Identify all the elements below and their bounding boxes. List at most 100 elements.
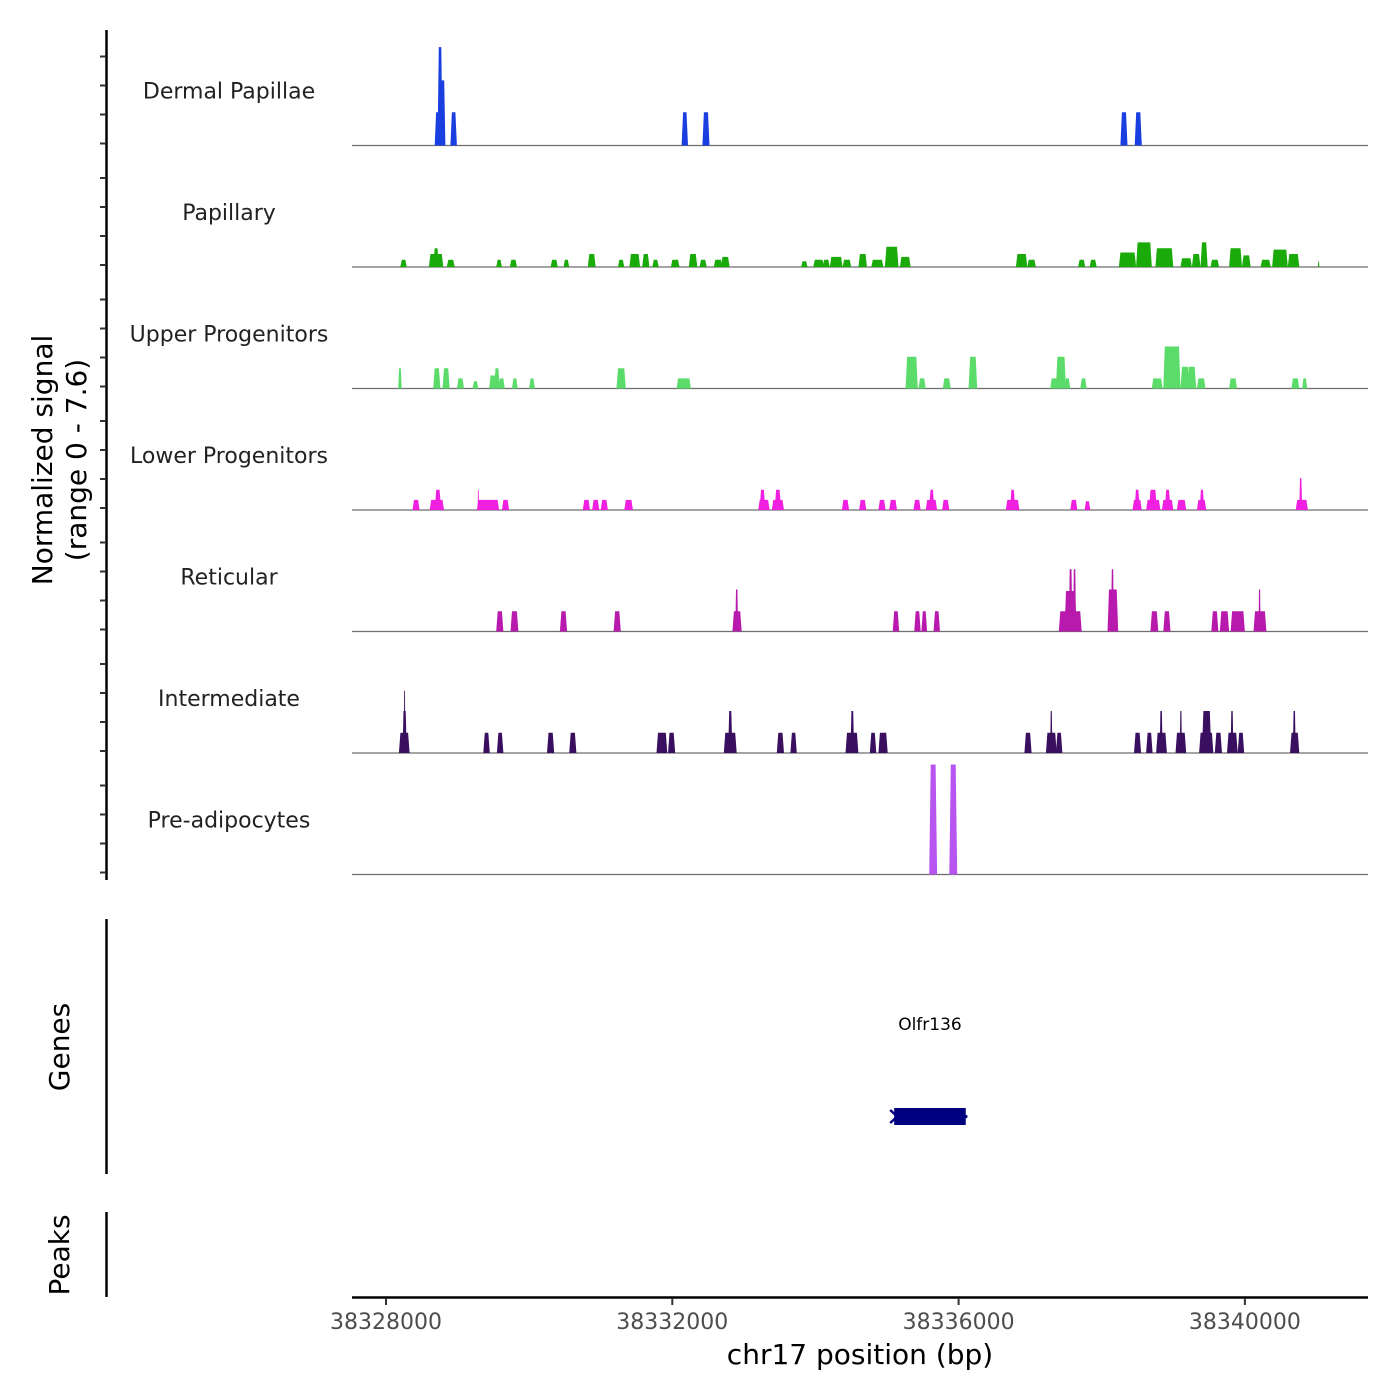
signal-peak (456, 378, 464, 389)
signal-peak (929, 489, 935, 510)
signal-peak (1136, 242, 1152, 267)
signal-peak (929, 764, 938, 875)
signal-peak (1260, 259, 1271, 267)
signal-peak (1010, 489, 1016, 510)
signal-peak (1163, 611, 1171, 632)
signal-peak (878, 499, 886, 510)
signal-peak (582, 499, 590, 510)
genes-track-label: Genes (43, 1003, 76, 1091)
signal-peak (1146, 732, 1153, 753)
x-tick-label: 38336000 (903, 1310, 1015, 1335)
signal-peak (1064, 378, 1071, 389)
signal-peak (859, 499, 867, 510)
signal-peak (1151, 378, 1163, 389)
x-tick-label: 38328000 (330, 1310, 442, 1335)
signal-peak (1134, 112, 1142, 146)
signal-peak (547, 732, 555, 753)
signal-peak (1287, 254, 1300, 267)
signal-tracks: Dermal Papillae Papillary Upper Progenitor… (130, 47, 1368, 876)
signal-peak (842, 259, 852, 267)
signal-peak (656, 732, 668, 753)
signal-peak (1164, 489, 1171, 510)
signal-peak (1163, 346, 1181, 389)
signal-peak (1201, 711, 1212, 753)
track-label: Reticular (180, 566, 278, 591)
signal-peak (642, 254, 650, 267)
signal-peak (509, 259, 517, 267)
signal-peak (949, 764, 958, 875)
signal-peak (1317, 261, 1320, 267)
signal-peak (681, 112, 688, 146)
track-papillary: Papillary (182, 201, 1368, 268)
signal-peak (1272, 249, 1288, 267)
signal-peak (1242, 255, 1251, 267)
signal-peak (1070, 499, 1078, 510)
signal-peak (1150, 611, 1159, 632)
signal-peak (1111, 569, 1114, 632)
signal-peak (1149, 489, 1157, 510)
signal-peak (889, 499, 897, 510)
signal-peak (914, 611, 921, 632)
strand-arrow-icon (889, 1109, 900, 1124)
track-dermal-papillae: Dermal Papillae (143, 47, 1368, 147)
signal-peak (774, 489, 782, 510)
signal-peak (1258, 589, 1261, 632)
signal-peak (624, 499, 633, 510)
y-axis-title-line2: (range 0 - 7.6) (60, 359, 93, 561)
signal-peak (918, 378, 926, 389)
signal-peak (1219, 611, 1230, 632)
signal-peak (676, 378, 691, 389)
signal-peak (668, 732, 676, 753)
signal-peak (1230, 611, 1245, 632)
signal-peak (913, 499, 921, 510)
x-tick-label: 38340000 (1189, 1310, 1301, 1335)
signal-peak (587, 254, 596, 267)
signal-peak (841, 499, 850, 510)
x-tick-label: 38332000 (616, 1310, 728, 1335)
gene-end-marker (963, 1114, 968, 1119)
signal-peak (600, 499, 608, 510)
signal-peak (776, 732, 784, 753)
signal-peak (1230, 711, 1234, 753)
signal-peak (728, 711, 733, 753)
signal-peak (1211, 611, 1219, 632)
signal-peak (1084, 501, 1091, 510)
signal-peak (1134, 732, 1142, 753)
signal-peak (616, 368, 626, 389)
signal-peak (1196, 378, 1206, 389)
signal-peak (858, 254, 867, 267)
track-label: Papillary (182, 201, 276, 226)
x-axis-title: chr17 position (bp) (727, 1338, 993, 1371)
signal-peak (1214, 732, 1222, 753)
signal-peak (933, 611, 940, 632)
signal-peak (398, 368, 402, 389)
signal-peak (496, 732, 504, 753)
signal-peak (1292, 711, 1296, 753)
signal-peak (483, 732, 490, 753)
signal-peak (1187, 366, 1197, 389)
track-pre-adipocytes: Pre-adipocytes (148, 764, 1368, 876)
signal-peak (1055, 732, 1063, 753)
signal-peak (1237, 732, 1245, 753)
signal-peak (563, 259, 570, 267)
signal-peak (1050, 711, 1053, 753)
signal-peak (702, 112, 710, 146)
signal-peak (1155, 248, 1174, 267)
signal-peak (477, 489, 479, 510)
signal-peak (1089, 259, 1097, 267)
signal-peak (400, 259, 407, 267)
signal-peak (921, 611, 928, 632)
signal-peak (1080, 378, 1087, 389)
signal-peak (1229, 248, 1242, 267)
track-label: Pre-adipocytes (148, 809, 311, 834)
signal-peak (1180, 366, 1190, 389)
signal-peak (472, 381, 479, 389)
signal-peak (878, 732, 888, 753)
track-reticular: Reticular (180, 566, 1368, 633)
signal-peak (905, 356, 918, 389)
signal-peak (476, 499, 500, 510)
signal-peak (735, 589, 739, 632)
signal-y-ticks (100, 55, 106, 874)
gene-body (894, 1108, 966, 1125)
signal-peak (446, 259, 455, 267)
